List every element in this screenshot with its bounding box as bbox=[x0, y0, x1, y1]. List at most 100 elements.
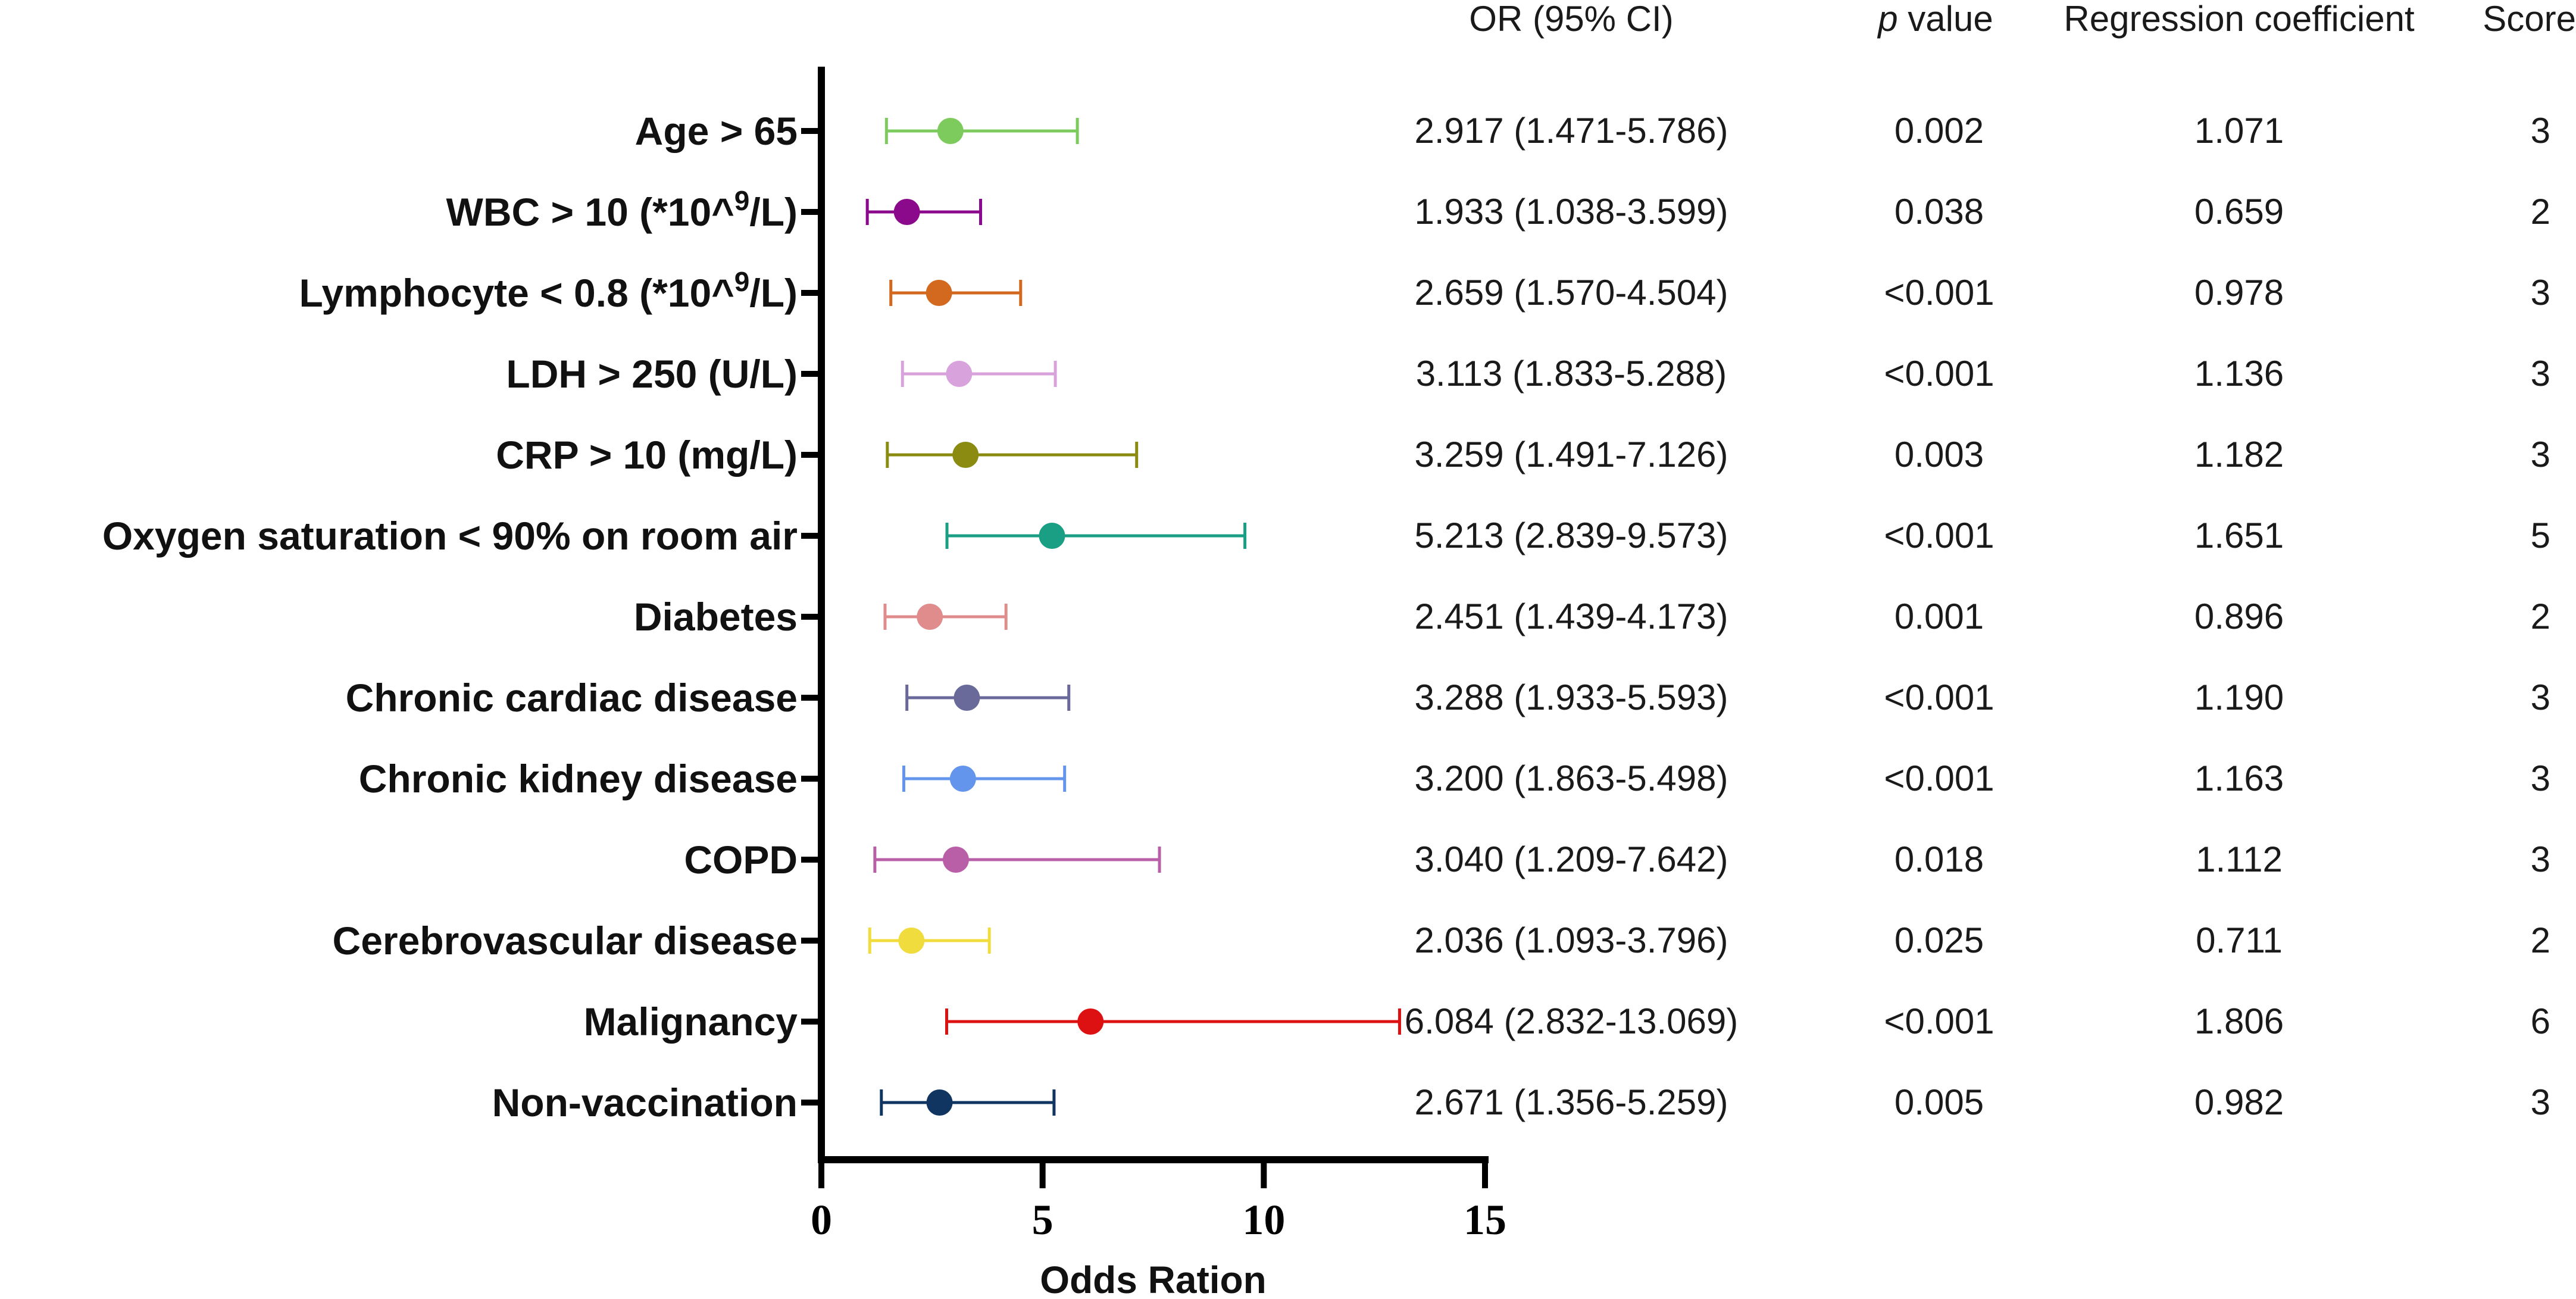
cell-or-ci: 3.040 (1.209-7.642) bbox=[1414, 839, 1728, 879]
point-estimate bbox=[1039, 523, 1065, 549]
cell-p-value: 0.018 bbox=[1895, 839, 1984, 879]
point-estimate bbox=[942, 847, 969, 873]
cell-score: 3 bbox=[2531, 354, 2550, 394]
row-11: Malignancy bbox=[584, 1000, 1401, 1044]
cell-score: 3 bbox=[2531, 111, 2550, 151]
point-estimate bbox=[898, 928, 925, 954]
cell-score: 6 bbox=[2531, 1001, 2550, 1041]
cell-score: 3 bbox=[2531, 677, 2550, 717]
x-tick-label: 15 bbox=[1464, 1196, 1506, 1244]
cell-p-value: 0.002 bbox=[1895, 111, 1984, 151]
cell-or-ci: 2.917 (1.471-5.786) bbox=[1414, 111, 1728, 151]
cell-or-ci: 2.451 (1.439-4.173) bbox=[1414, 597, 1728, 636]
x-tick-label: 5 bbox=[1032, 1196, 1053, 1244]
cell-or-ci: 6.084 (2.832-13.069) bbox=[1405, 1001, 1738, 1041]
cell-or-ci: 3.113 (1.833-5.288) bbox=[1416, 354, 1727, 394]
point-estimate bbox=[926, 1089, 953, 1116]
cell-p-value: 0.003 bbox=[1895, 435, 1984, 474]
category-label: Chronic kidney disease bbox=[359, 757, 798, 801]
row-6: Diabetes bbox=[634, 595, 1008, 639]
cell-regression-coefficient: 1.136 bbox=[2194, 354, 2284, 394]
cell-or-ci: 1.933 (1.038-3.599) bbox=[1414, 192, 1728, 232]
cell-p-value: <0.001 bbox=[1884, 677, 1994, 717]
point-estimate bbox=[954, 685, 980, 711]
cell-score: 2 bbox=[2531, 192, 2550, 232]
cell-score: 3 bbox=[2531, 435, 2550, 474]
category-label: COPD bbox=[684, 838, 798, 882]
cell-or-ci: 2.671 (1.356-5.259) bbox=[1414, 1082, 1728, 1122]
row-5: Oxygen saturation < 90% on room air bbox=[102, 514, 1247, 558]
cell-p-value: 0.005 bbox=[1895, 1082, 1984, 1122]
category-label: LDH > 250 (U/L) bbox=[506, 352, 798, 396]
stats-table: 2.917 (1.471-5.786) 0.002 1.071 3 1.933 (1.0… bbox=[1405, 111, 2550, 1122]
row-8: Chronic kidney disease bbox=[359, 757, 1067, 801]
cell-regression-coefficient: 0.711 bbox=[2196, 920, 2283, 960]
cell-regression-coefficient: 0.896 bbox=[2194, 597, 2284, 636]
cell-or-ci: 2.036 (1.093-3.796) bbox=[1414, 920, 1728, 960]
header-p-value: p value bbox=[1877, 0, 1993, 39]
rows: Age > 65 WBC > 10 (*10^9/L) Lymphocyte < 0… bbox=[102, 109, 1401, 1125]
x-tick-label: 0 bbox=[811, 1196, 832, 1244]
cell-regression-coefficient: 1.806 bbox=[2194, 1001, 2284, 1041]
row-3: LDH > 250 (U/L) bbox=[506, 352, 1057, 396]
cell-or-ci: 5.213 (2.839-9.573) bbox=[1414, 516, 1728, 555]
cell-regression-coefficient: 1.190 bbox=[2194, 677, 2284, 717]
cell-p-value: <0.001 bbox=[1884, 758, 1994, 798]
category-label: Malignancy bbox=[584, 1000, 798, 1044]
category-label: Lymphocyte < 0.8 (*10^9/L) bbox=[299, 266, 798, 315]
column-headers: OR (95% CI) p value Regression coefficie… bbox=[1469, 0, 2576, 39]
cell-regression-coefficient: 1.071 bbox=[2194, 111, 2284, 151]
point-estimate bbox=[949, 766, 976, 792]
row-9: COPD bbox=[684, 838, 1161, 882]
cell-p-value: <0.001 bbox=[1884, 1001, 1994, 1041]
cell-regression-coefficient: 0.978 bbox=[2194, 273, 2284, 313]
cell-regression-coefficient: 0.982 bbox=[2194, 1082, 2284, 1122]
cell-score: 2 bbox=[2531, 920, 2550, 960]
row-4: CRP > 10 (mg/L) bbox=[496, 433, 1139, 477]
header-score: Score bbox=[2483, 0, 2576, 39]
header-regression-coefficient: Regression coefficient bbox=[2064, 0, 2415, 39]
cell-score: 3 bbox=[2531, 273, 2550, 313]
row-12: Non-vaccination bbox=[492, 1081, 1056, 1125]
point-estimate bbox=[946, 361, 973, 387]
x-tick-label: 10 bbox=[1242, 1196, 1285, 1244]
cell-score: 5 bbox=[2531, 516, 2550, 555]
row-7: Chronic cardiac disease bbox=[346, 676, 1071, 720]
row-2: Lymphocyte < 0.8 (*10^9/L) bbox=[299, 266, 1023, 315]
row-1: WBC > 10 (*10^9/L) bbox=[446, 185, 983, 234]
cell-regression-coefficient: 1.651 bbox=[2194, 516, 2284, 555]
x-axis-title: Odds Ration bbox=[1040, 1259, 1266, 1299]
cell-score: 3 bbox=[2531, 758, 2550, 798]
cell-score: 2 bbox=[2531, 597, 2550, 636]
point-estimate bbox=[917, 604, 943, 630]
cell-regression-coefficient: 1.163 bbox=[2194, 758, 2284, 798]
cell-or-ci: 2.659 (1.570-4.504) bbox=[1414, 273, 1728, 313]
row-10: Cerebrovascular disease bbox=[333, 919, 991, 963]
point-estimate bbox=[926, 280, 952, 306]
cell-p-value: 0.038 bbox=[1895, 192, 1984, 232]
cell-p-value: <0.001 bbox=[1884, 354, 1994, 394]
cell-or-ci: 3.288 (1.933-5.593) bbox=[1414, 677, 1728, 717]
cell-p-value: 0.025 bbox=[1895, 920, 1984, 960]
point-estimate bbox=[1077, 1008, 1104, 1035]
category-label: Oxygen saturation < 90% on room air bbox=[102, 514, 798, 558]
point-estimate bbox=[937, 118, 964, 144]
axes: 0 5 10 15 Odds Ration bbox=[811, 67, 1506, 1299]
category-label: Chronic cardiac disease bbox=[346, 676, 798, 720]
cell-score: 3 bbox=[2531, 1082, 2550, 1122]
row-0: Age > 65 bbox=[635, 109, 1079, 153]
point-estimate bbox=[952, 442, 979, 468]
cell-regression-coefficient: 1.182 bbox=[2194, 435, 2284, 474]
cell-or-ci: 3.200 (1.863-5.498) bbox=[1414, 758, 1728, 798]
cell-score: 3 bbox=[2531, 839, 2550, 879]
category-label: Cerebrovascular disease bbox=[333, 919, 798, 963]
header-p-italic: p bbox=[1877, 0, 1897, 39]
cell-p-value: <0.001 bbox=[1884, 273, 1994, 313]
category-label: Diabetes bbox=[634, 595, 798, 639]
point-estimate bbox=[893, 199, 920, 225]
category-label: Non-vaccination bbox=[492, 1081, 798, 1125]
cell-regression-coefficient: 1.112 bbox=[2196, 839, 2283, 879]
cell-p-value: 0.001 bbox=[1895, 597, 1984, 636]
header-or-ci: OR (95% CI) bbox=[1469, 0, 1673, 39]
